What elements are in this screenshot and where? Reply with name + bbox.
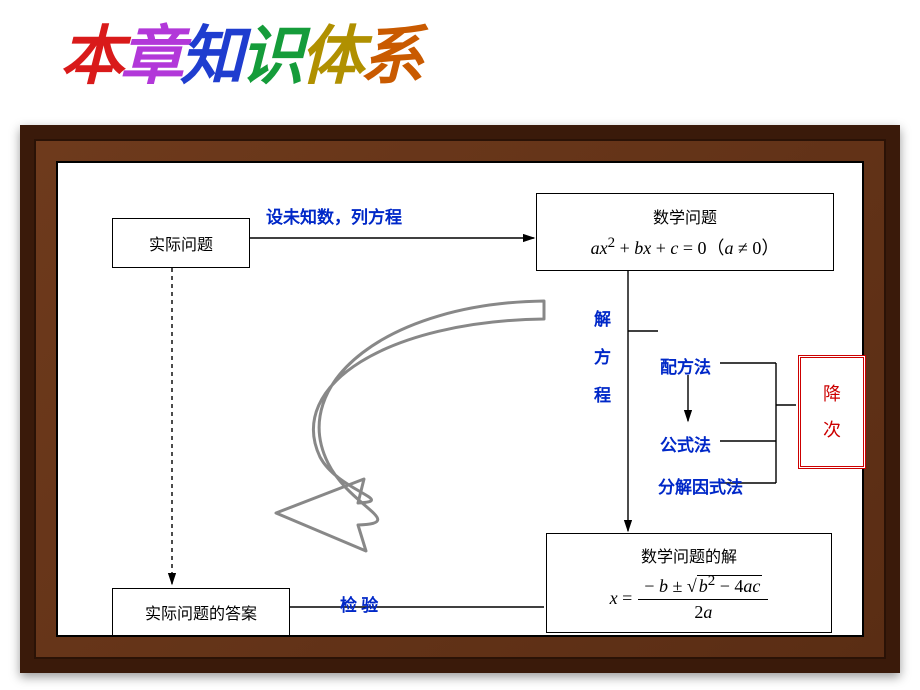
label: 实际问题的答案 [145, 600, 257, 624]
title-char: 知 [180, 5, 240, 97]
title-char: 识 [240, 5, 300, 97]
flow-box: 降次 [798, 355, 866, 469]
label-verify: 检 验 [340, 591, 378, 616]
flow-box: 实际问题 [112, 218, 250, 268]
title-char: 章 [120, 5, 180, 97]
title-char: 本 [60, 5, 120, 97]
label: 数学问题的解 [641, 543, 737, 567]
title-char: 系 [360, 5, 420, 97]
formula: x =− b ± √b2 − 4ac2a [610, 573, 769, 623]
wood-frame: 实际问题 数学问题 ax2 + bx + c = 0（a ≠ 0） 降次数学问题的解 x… [20, 125, 900, 673]
page-title: 本章知识体系 [60, 5, 420, 97]
label: 数学问题 [653, 204, 717, 228]
label: 实际问题 [149, 231, 213, 255]
title-char: 体 [300, 5, 360, 97]
flow-box: 实际问题的答案 [112, 588, 290, 636]
diagram-canvas: 实际问题 数学问题 ax2 + bx + c = 0（a ≠ 0） 降次数学问题的解 x… [56, 161, 864, 637]
label-solve-char: 方 [594, 343, 611, 368]
label: 降 [823, 376, 841, 412]
label-formula-method: 公式法 [660, 431, 711, 456]
formula: ax2 + bx + c = 0（a ≠ 0） [591, 234, 780, 260]
wood-frame-inner: 实际问题 数学问题 ax2 + bx + c = 0（a ≠ 0） 降次数学问题的解 x… [34, 139, 886, 659]
flow-box: 数学问题 ax2 + bx + c = 0（a ≠ 0） [536, 193, 834, 271]
diagram-root: 实际问题 数学问题 ax2 + bx + c = 0（a ≠ 0） 降次数学问题的解 x… [58, 163, 862, 635]
curved-return-arrow [276, 301, 544, 551]
label-completing-square: 配方法 [660, 353, 711, 378]
label-solve-char: 程 [594, 381, 611, 406]
label: 次 [823, 412, 841, 448]
flow-box: 数学问题的解 x =− b ± √b2 − 4ac2a [546, 533, 832, 633]
label-factor-method: 分解因式法 [658, 473, 743, 498]
label-set-unknown: 设未知数，列方程 [266, 203, 402, 228]
label-solve-char: 解 [594, 305, 611, 330]
